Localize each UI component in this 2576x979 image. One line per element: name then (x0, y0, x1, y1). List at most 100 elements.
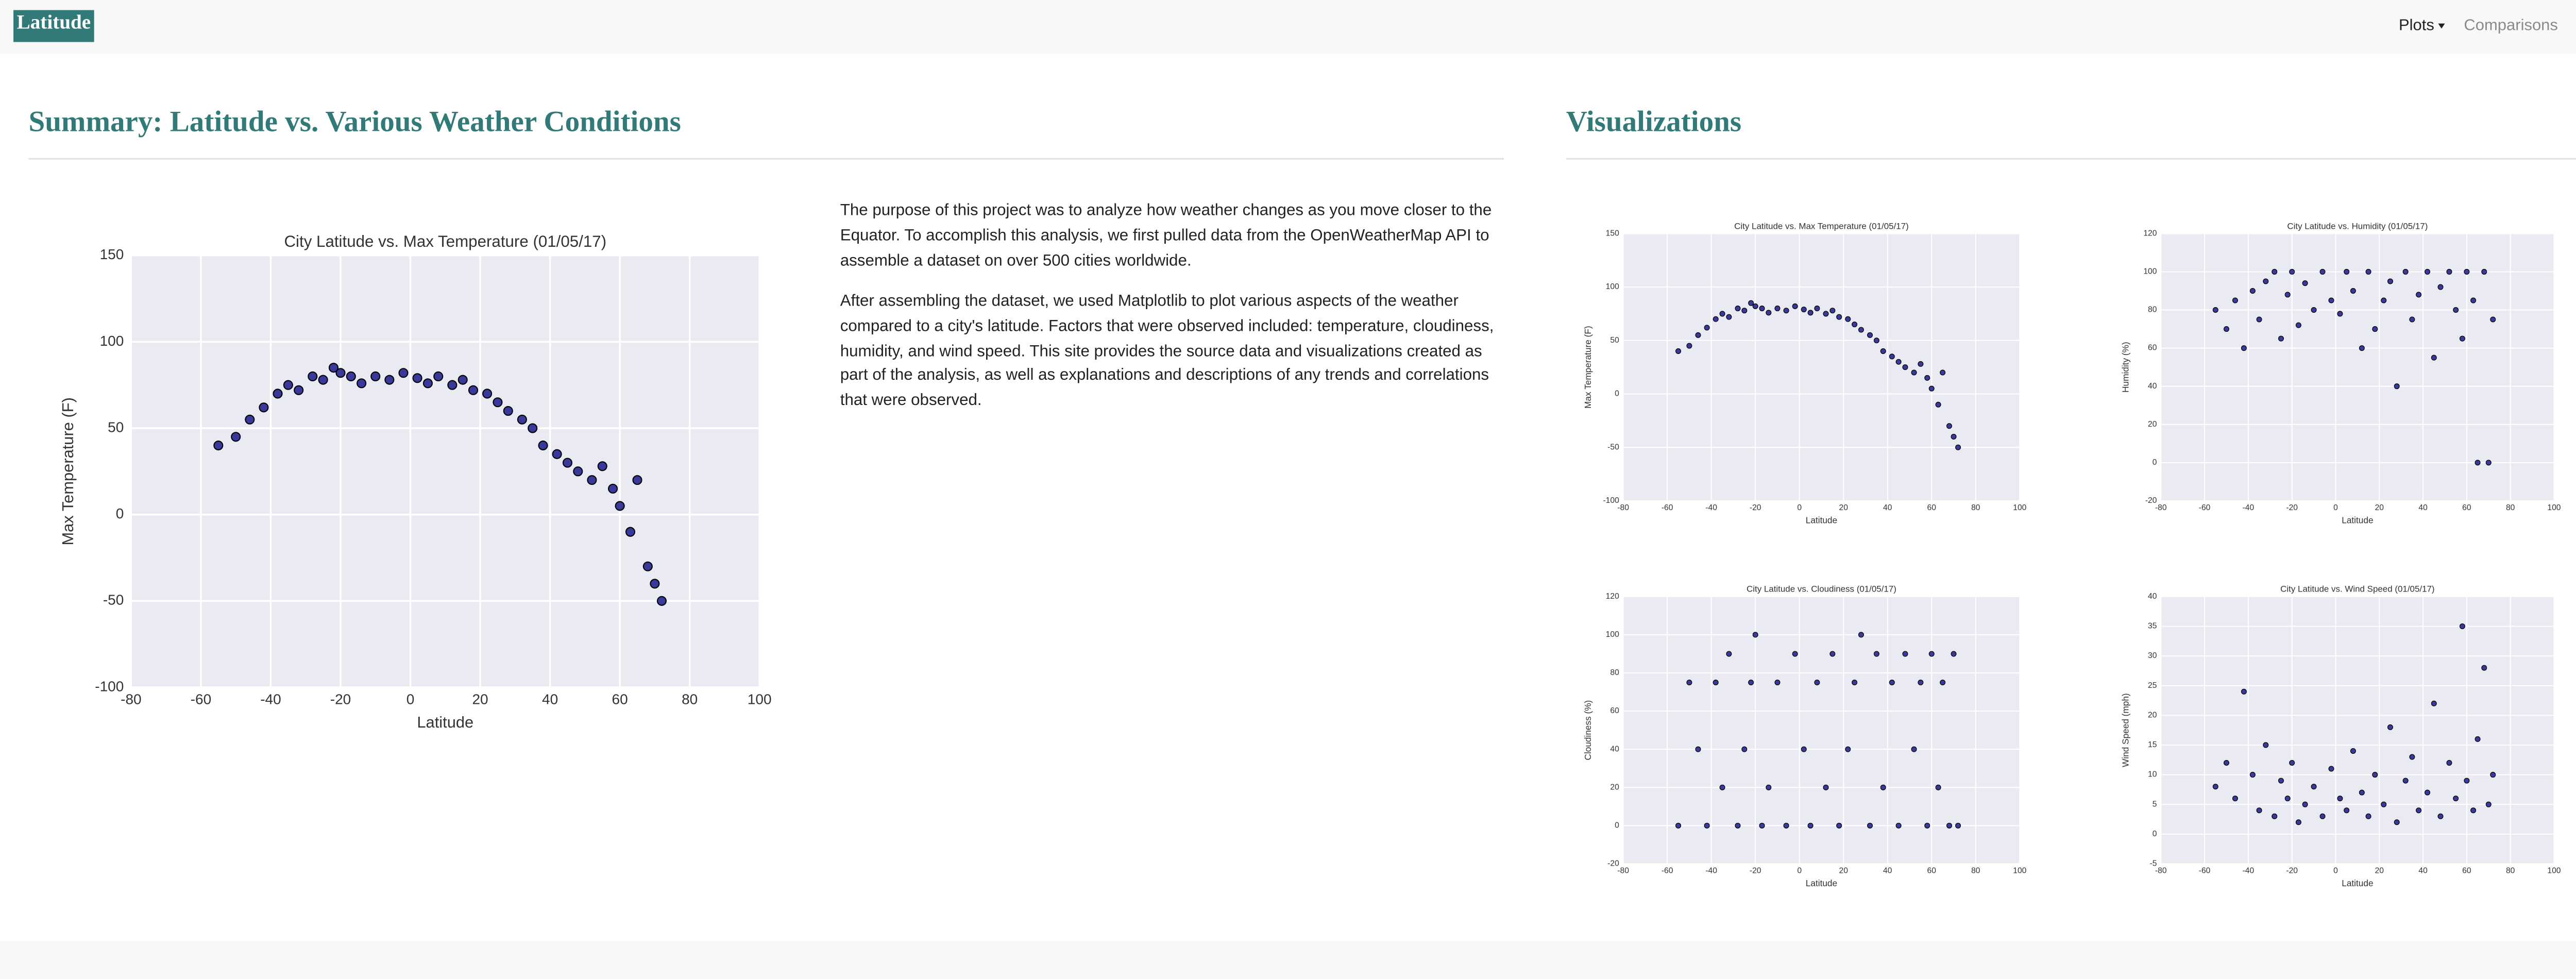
point (213, 441, 224, 451)
x-tick-label: -40 (2243, 503, 2255, 512)
point (1741, 746, 1748, 752)
plot-area (131, 255, 760, 687)
x-tick-label: -20 (2286, 503, 2298, 512)
point (2302, 801, 2308, 807)
point (2409, 754, 2415, 760)
x-tick-label: 60 (612, 691, 628, 707)
point (2278, 778, 2284, 784)
point (1766, 310, 1772, 316)
y-tick-label: 40 (2148, 382, 2157, 391)
point (2302, 280, 2308, 286)
x-tick-label: 0 (2333, 503, 2338, 512)
point (294, 385, 304, 395)
point (625, 527, 636, 537)
point (2350, 288, 2356, 294)
point (1935, 401, 1941, 408)
x-tick-label: -80 (2155, 503, 2167, 512)
y-tick-label: 0 (116, 505, 124, 521)
x-tick-label: 20 (472, 691, 488, 707)
point (370, 371, 381, 381)
point (2416, 807, 2422, 814)
y-tick-label: 120 (2143, 229, 2157, 238)
chart: -80 -60 -40 -20 0 20 40 60 80 100 -20 0 20 40 60 80 100 1… (2121, 221, 2561, 525)
point (573, 466, 583, 477)
y-tick-label: 30 (2148, 651, 2157, 660)
point (1911, 369, 1917, 376)
point (517, 414, 527, 425)
x-tick-label: 40 (2418, 867, 2428, 875)
footer (0, 941, 2576, 979)
x-tick-label: -40 (1705, 867, 1717, 875)
point (2249, 772, 2256, 778)
x-tick-label: 80 (682, 691, 698, 707)
y-tick-label: -5 (2150, 859, 2157, 868)
point (318, 375, 328, 385)
x-tick-label: 20 (1839, 867, 1849, 875)
nav-plots[interactable]: Plots (2398, 16, 2445, 36)
x-tick-label: 80 (1971, 867, 1980, 875)
point (1889, 680, 1895, 686)
point (2431, 355, 2437, 361)
point (1766, 784, 1772, 790)
point (2289, 268, 2295, 275)
point (2359, 789, 2365, 796)
plot-area (1623, 596, 2020, 864)
point (1783, 822, 1789, 829)
point (2311, 784, 2317, 790)
point (1845, 746, 1851, 752)
point (1713, 316, 1719, 322)
point (328, 363, 338, 373)
point (2249, 288, 2256, 294)
y-tick-label: 0 (2153, 458, 2157, 467)
point (1918, 680, 1924, 686)
y-tick-label: 10 (2148, 770, 2157, 779)
chart: -80 -60 -40 -20 0 20 40 60 80 100 -100 -50 0 50 100 150… (1583, 221, 2027, 525)
point (447, 380, 457, 390)
point (2402, 268, 2409, 275)
point (398, 368, 409, 378)
point (1823, 784, 1829, 790)
point (283, 380, 293, 390)
brand[interactable]: Latitude (13, 10, 94, 42)
x-axis-label: Latitude (2342, 878, 2373, 888)
nav-plots-label[interactable]: Plots (2398, 16, 2434, 36)
point (2425, 268, 2431, 275)
point (2284, 292, 2291, 298)
point (1836, 314, 1842, 320)
point (2387, 278, 2393, 284)
point (2453, 307, 2459, 313)
point (1951, 651, 1957, 657)
x-tick-label: -60 (2199, 503, 2211, 512)
navbar: Latitude Plots Comparisons Data (0, 0, 2576, 54)
point (2328, 766, 2334, 772)
point (2372, 326, 2378, 332)
paragraph: The purpose of this project was to analy… (840, 201, 1492, 270)
point (1814, 306, 1820, 312)
point (1873, 651, 1879, 657)
point (2365, 268, 2371, 275)
point (2481, 665, 2487, 671)
point (2295, 322, 2301, 328)
y-tick-label: 20 (2148, 711, 2157, 719)
point (2284, 796, 2291, 802)
point (1867, 822, 1873, 829)
x-tick-label: 80 (2506, 503, 2515, 512)
y-axis-label: Wind Speed (mph) (2121, 693, 2131, 767)
point (1792, 303, 1798, 309)
point (2359, 345, 2365, 351)
point (1719, 784, 1725, 790)
point (1867, 332, 1873, 338)
point (2295, 819, 2301, 825)
y-axis-label: Max Temperature (F) (59, 397, 77, 545)
point (2337, 796, 2343, 802)
point (1889, 353, 1895, 360)
point (2446, 268, 2452, 275)
divider (28, 158, 1504, 160)
chart: -80 -60 -40 -20 0 20 40 60 80 100 -100 -50 0 50 100 150… (59, 232, 772, 731)
nav-comparisons[interactable]: Comparisons (2464, 16, 2558, 36)
point (2263, 742, 2269, 748)
point (2481, 268, 2487, 275)
point (457, 375, 468, 385)
